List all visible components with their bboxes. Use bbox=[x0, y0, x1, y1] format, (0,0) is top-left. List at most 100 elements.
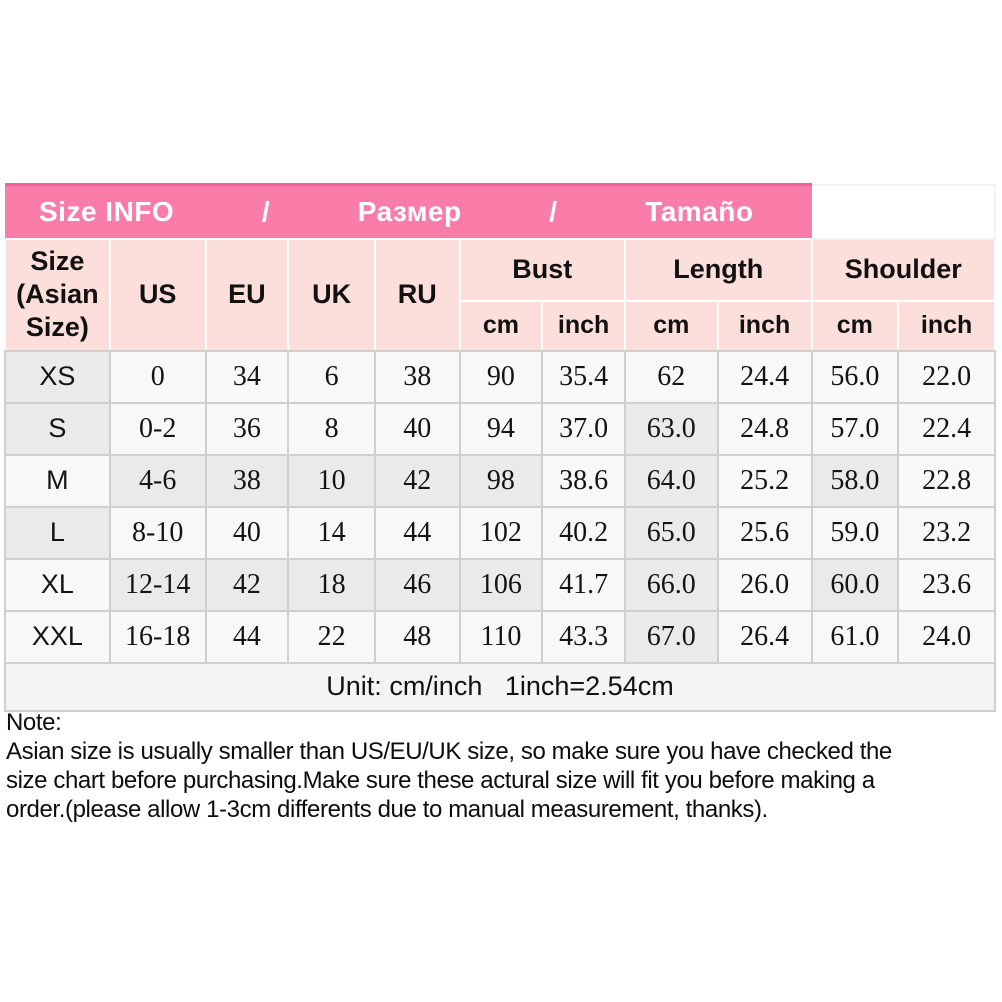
ru-cell: 38 bbox=[373, 349, 461, 404]
length_inch-cell: 25.6 bbox=[716, 505, 813, 560]
shoulder-cm-header: cm bbox=[810, 299, 900, 352]
bust_cm-cell: 106 bbox=[458, 557, 544, 612]
shoulder_inch-cell: 23.6 bbox=[897, 557, 996, 612]
us-cell: 8-10 bbox=[108, 505, 207, 560]
ru-cell: 44 bbox=[373, 505, 461, 560]
title-razmer: Размер bbox=[357, 195, 462, 227]
shoulder_cm-cell: 59.0 bbox=[810, 505, 900, 560]
us-cell: 0 bbox=[108, 349, 207, 404]
size-cell: XXL bbox=[4, 609, 111, 664]
uk-column-header: UK bbox=[287, 237, 376, 352]
eu-cell: 38 bbox=[204, 453, 290, 508]
shoulder_inch-cell: 24.0 bbox=[897, 609, 996, 664]
length_inch-cell: 26.0 bbox=[716, 557, 813, 612]
length_cm-cell: 67.0 bbox=[623, 609, 719, 664]
unit-note-row: Unit: cm/inch 1inch=2.54cm bbox=[4, 661, 996, 712]
size-cell: XL bbox=[4, 557, 111, 612]
length-inch-header: inch bbox=[716, 299, 813, 352]
uk-cell: 18 bbox=[287, 557, 376, 612]
table-row: XXL 16-18 44 22 48 110 43.3 67.0 26.4 61.0 24.0 bbox=[4, 609, 996, 664]
title-tamano: Tamaño bbox=[645, 195, 754, 227]
header-group-row: Size (Asian Size) US EU UK RU Bust Lengt… bbox=[4, 237, 996, 352]
note-line: order.(please allow 1-3cm differents due… bbox=[6, 796, 768, 823]
us-cell: 16-18 bbox=[108, 609, 207, 664]
us-column-header: US bbox=[108, 237, 207, 352]
length_cm-cell: 66.0 bbox=[623, 557, 719, 612]
title-bar-row: Size INFO / Размер / Tamaño bbox=[5, 183, 996, 240]
table-row: S 0-2 36 8 40 94 37.0 63.0 24.8 57.0 22.4 bbox=[4, 401, 996, 456]
shoulder-group-header: Shoulder bbox=[810, 237, 996, 302]
separator-slash: / bbox=[549, 195, 558, 227]
uk-cell: 22 bbox=[287, 609, 376, 664]
bust-group-header: Bust bbox=[458, 237, 626, 302]
length-group-header: Length bbox=[623, 237, 813, 302]
us-cell: 4-6 bbox=[108, 453, 207, 508]
eu-column-header: EU bbox=[204, 237, 290, 352]
length_cm-cell: 64.0 bbox=[623, 453, 719, 508]
us-cell: 0-2 bbox=[108, 401, 207, 456]
table-row: M 4-6 38 10 42 98 38.6 64.0 25.2 58.0 22.8 bbox=[4, 453, 996, 508]
unit-note: Unit: cm/inch 1inch=2.54cm bbox=[4, 661, 996, 712]
bust_inch-cell: 40.2 bbox=[541, 505, 626, 560]
shoulder_cm-cell: 58.0 bbox=[810, 453, 900, 508]
bust_inch-cell: 38.6 bbox=[541, 453, 626, 508]
bust-inch-header: inch bbox=[541, 299, 626, 352]
shoulder_cm-cell: 60.0 bbox=[810, 557, 900, 612]
uk-cell: 14 bbox=[287, 505, 376, 560]
shoulder_cm-cell: 61.0 bbox=[810, 609, 900, 664]
note-block: Note: Asian size is usually smaller than… bbox=[6, 708, 996, 824]
shoulder_inch-cell: 22.4 bbox=[897, 401, 996, 456]
length_cm-cell: 65.0 bbox=[623, 505, 719, 560]
length_inch-cell: 26.4 bbox=[716, 609, 813, 664]
ru-cell: 46 bbox=[373, 557, 461, 612]
bust_cm-cell: 90 bbox=[458, 349, 544, 404]
uk-cell: 10 bbox=[287, 453, 376, 508]
shoulder_cm-cell: 57.0 bbox=[810, 401, 900, 456]
unit-header-row: cm inch cm inch cm inch bbox=[5, 299, 996, 352]
length_inch-cell: 24.8 bbox=[716, 401, 813, 456]
length_cm-cell: 62 bbox=[623, 349, 719, 404]
shoulder-inch-header: inch bbox=[897, 299, 996, 352]
ru-column-header: RU bbox=[373, 237, 461, 352]
shoulder_inch-cell: 23.2 bbox=[897, 505, 996, 560]
shoulder_cm-cell: 56.0 bbox=[810, 349, 900, 404]
bust_inch-cell: 37.0 bbox=[541, 401, 626, 456]
table-row: L 8-10 40 14 44 102 40.2 65.0 25.6 59.0 23.2 bbox=[4, 505, 996, 560]
note-title: Note: bbox=[6, 709, 62, 736]
note-line: Asian size is usually smaller than US/EU… bbox=[6, 738, 892, 765]
length_inch-cell: 25.2 bbox=[716, 453, 813, 508]
bust_inch-cell: 35.4 bbox=[541, 349, 626, 404]
uk-cell: 8 bbox=[287, 401, 376, 456]
title-bar: Size INFO / Размер / Tamaño bbox=[5, 183, 812, 239]
size-chart-table: Size INFO / Размер / Tamaño Size (Asian … bbox=[4, 183, 996, 712]
title-size-info: Size INFO bbox=[39, 195, 175, 227]
us-cell: 12-14 bbox=[108, 557, 207, 612]
bust_inch-cell: 43.3 bbox=[541, 609, 626, 664]
table-row: XL 12-14 42 18 46 106 41.7 66.0 26.0 60.0 23.6 bbox=[4, 557, 996, 612]
ru-cell: 48 bbox=[373, 609, 461, 664]
bust_cm-cell: 102 bbox=[458, 505, 544, 560]
length_cm-cell: 63.0 bbox=[623, 401, 719, 456]
length-cm-header: cm bbox=[623, 299, 719, 352]
eu-cell: 36 bbox=[204, 401, 290, 456]
eu-cell: 34 bbox=[204, 349, 290, 404]
ru-cell: 40 bbox=[373, 401, 461, 456]
eu-cell: 44 bbox=[204, 609, 290, 664]
length_inch-cell: 24.4 bbox=[716, 349, 813, 404]
bust-cm-header: cm bbox=[458, 299, 544, 352]
shoulder_inch-cell: 22.8 bbox=[897, 453, 996, 508]
bust_cm-cell: 94 bbox=[458, 401, 544, 456]
uk-cell: 6 bbox=[287, 349, 376, 404]
eu-cell: 42 bbox=[204, 557, 290, 612]
bust_inch-cell: 41.7 bbox=[541, 557, 626, 612]
table-row: XS 0 34 6 38 90 35.4 62 24.4 56.0 22.0 bbox=[4, 349, 996, 404]
size-cell: L bbox=[4, 505, 111, 560]
eu-cell: 40 bbox=[204, 505, 290, 560]
bust_cm-cell: 110 bbox=[458, 609, 544, 664]
bust_cm-cell: 98 bbox=[458, 453, 544, 508]
size-column-header: Size (Asian Size) bbox=[4, 237, 111, 352]
shoulder_inch-cell: 22.0 bbox=[897, 349, 996, 404]
size-cell: S bbox=[4, 401, 111, 456]
title-bar-spacer bbox=[811, 183, 996, 240]
